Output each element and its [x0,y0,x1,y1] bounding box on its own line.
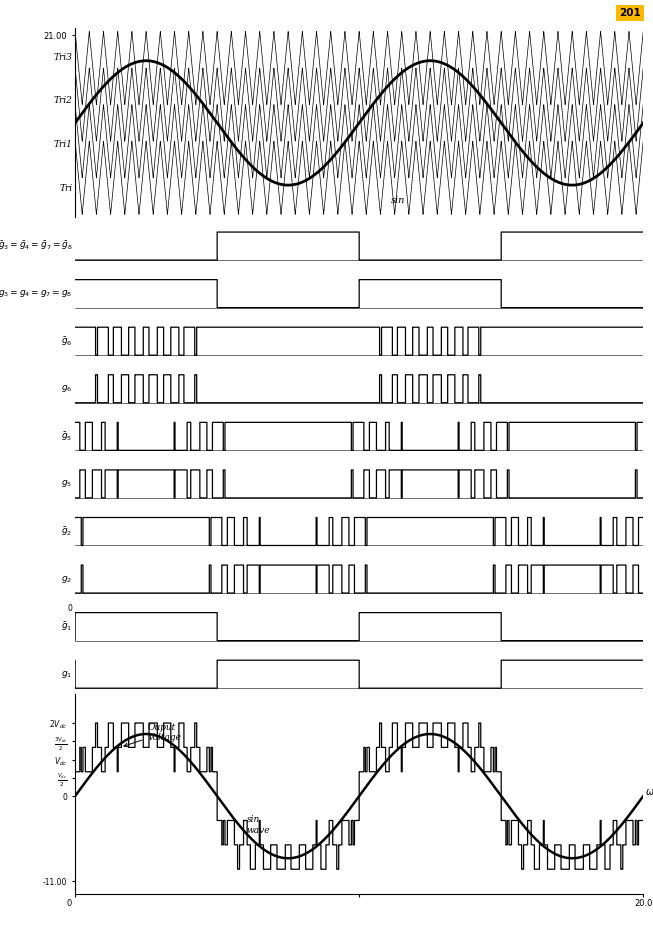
Text: Ouput
Voltage: Ouput Voltage [124,722,182,746]
Text: $\omega$: $\omega$ [645,787,653,797]
Text: $g_2$: $g_2$ [61,573,72,584]
Text: 0: 0 [67,604,72,613]
Text: American Journal of Engineering Research (AJER): American Journal of Engineering Research… [105,8,391,18]
Text: Tri2: Tri2 [54,96,72,106]
Text: $\bar{g}_2$: $\bar{g}_2$ [61,525,72,538]
Text: $g_5$: $g_5$ [61,479,72,490]
Text: $\bar{g}_5$: $\bar{g}_5$ [61,430,72,443]
Text: $g_6$: $g_6$ [61,383,72,394]
Text: 0: 0 [67,898,72,907]
Text: sin: sin [390,195,405,205]
Text: $\bar{g}_6$: $\bar{g}_6$ [61,335,72,347]
Text: sin
wave: sin wave [247,815,270,834]
Text: Tri1: Tri1 [54,141,72,149]
Text: 201: 201 [619,8,641,18]
Text: Tri3: Tri3 [54,53,72,61]
Text: Tri: Tri [59,184,72,194]
Text: $\bar{g}_3=\bar{g}_4=\bar{g}_7=\bar{g}_8$: $\bar{g}_3=\bar{g}_4=\bar{g}_7=\bar{g}_8… [0,240,72,253]
Text: $g_1$: $g_1$ [61,669,72,680]
Text: $\bar{g}_1$: $\bar{g}_1$ [61,620,72,633]
Text: $g_3=g_4=g_7=g_8$: $g_3=g_4=g_7=g_8$ [0,288,72,299]
Text: 20.00s: 20.00s [635,898,653,907]
